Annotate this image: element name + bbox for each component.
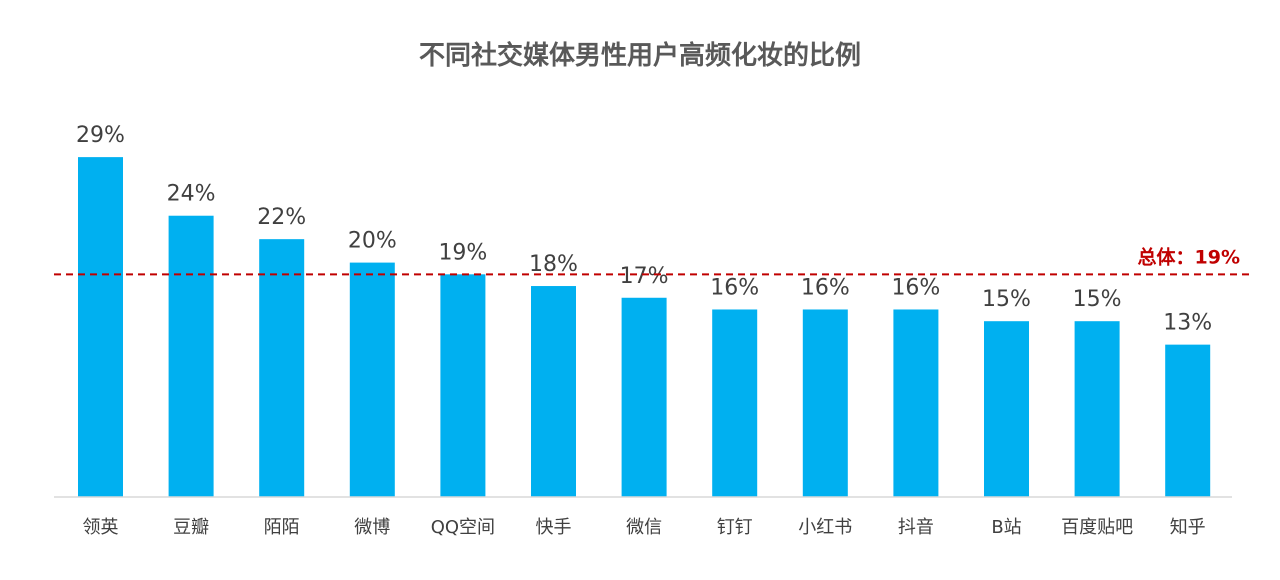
bar-value-label: 17% [620,264,669,289]
bar-9 [893,309,939,497]
bar-12 [1165,344,1211,497]
category-label: QQ空间 [431,517,495,538]
bar-10 [984,321,1029,497]
bar-value-label: 16% [891,275,940,300]
category-label: 领英 [83,517,119,538]
bar-value-label: 15% [982,287,1031,312]
bar-value-label: 19% [438,240,487,265]
overall-reference-label: 总体：19% [1138,245,1240,268]
category-label: 豆瓣 [173,517,209,538]
bar-3 [349,262,395,497]
bar-0 [78,157,123,497]
bar-6 [621,297,667,497]
category-label: 微信 [626,517,662,538]
category-label: 百度贴吧 [1061,517,1133,538]
category-label: 陌陌 [264,517,300,538]
bar-value-label: 18% [529,252,578,277]
bar-value-label: 22% [257,205,306,230]
category-label: 抖音 [898,517,934,538]
category-label: 微博 [354,517,390,538]
bars-group: 29% 领英 24% 豆瓣 22% 陌陌 20% 微博 19% QQ空间 18% 快手 17% 微信 16%… [76,123,1212,538]
category-label: 小红书 [798,517,852,538]
category-label: 快手 [536,517,572,538]
bar-value-label: 16% [801,275,850,300]
bar-7 [712,309,758,497]
bar-value-label: 24% [167,182,216,207]
bar-1 [168,215,214,497]
category-label: B站 [991,517,1021,538]
bar-value-label: 20% [348,229,397,254]
category-label: 钉钉 [717,517,753,538]
chart-title: 不同社交媒体男性用户高频化妆的比例 [419,40,861,71]
bar-value-label: 15% [1073,287,1122,312]
category-label: 知乎 [1170,517,1206,538]
bar-4 [440,274,486,497]
bar-value-label: 13% [1163,311,1212,336]
bar-5 [531,286,576,497]
bar-value-label: 29% [76,123,125,148]
bar-8 [802,309,848,497]
bar-value-label: 16% [710,275,759,300]
bar-2 [259,239,305,497]
bar-11 [1074,321,1120,497]
